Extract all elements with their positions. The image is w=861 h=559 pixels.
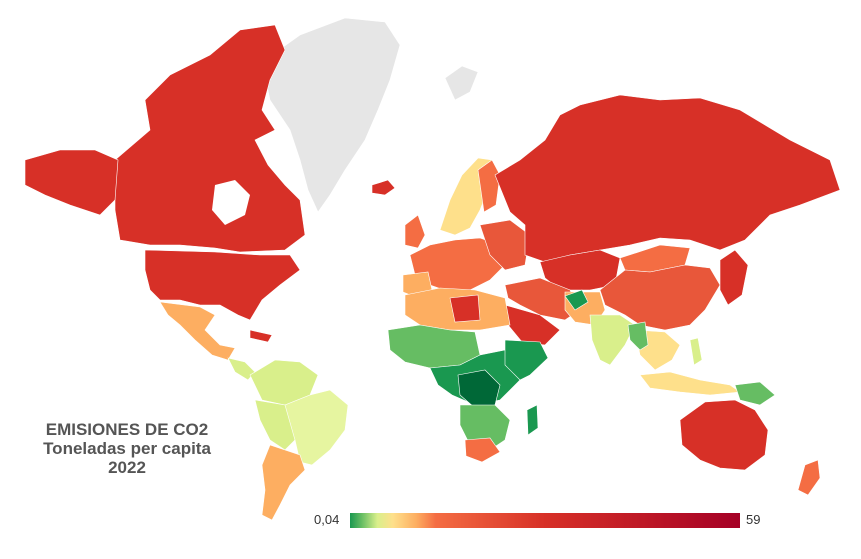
map-title-line-2: Toneladas per capita xyxy=(43,439,211,458)
map-title-line-3: 2022 xyxy=(108,458,146,477)
region-middle-east[interactable] xyxy=(504,277,581,321)
region-west-africa[interactable] xyxy=(387,324,481,369)
region-australia[interactable] xyxy=(679,399,769,471)
region-usa[interactable] xyxy=(144,249,301,321)
region-mexico[interactable] xyxy=(159,301,236,361)
region-caribbean[interactable] xyxy=(249,329,273,343)
legend-color-bar xyxy=(350,513,740,528)
region-new-zealand[interactable] xyxy=(797,459,821,496)
region-japan[interactable] xyxy=(719,249,749,306)
region-uk[interactable] xyxy=(404,214,426,249)
region-south-africa[interactable] xyxy=(464,437,501,463)
region-greenland[interactable] xyxy=(261,17,401,213)
region-libya[interactable] xyxy=(449,294,481,323)
region-alaska[interactable] xyxy=(24,149,119,216)
region-southern-africa[interactable] xyxy=(459,404,511,451)
legend-min-label: 0,04 xyxy=(314,512,340,527)
region-madagascar[interactable] xyxy=(526,404,539,436)
map-title-line-1: EMISIONES DE CO2 xyxy=(45,420,209,439)
region-hudson-bay xyxy=(212,180,250,225)
region-papua[interactable] xyxy=(734,381,776,406)
region-china[interactable] xyxy=(599,264,721,331)
region-finland[interactable] xyxy=(477,159,501,213)
region-arctic-islands[interactable] xyxy=(444,65,479,101)
region-iceland[interactable] xyxy=(371,179,396,196)
region-afghanistan[interactable] xyxy=(564,289,589,311)
region-philippines[interactable] xyxy=(689,337,703,366)
region-south-america-north[interactable] xyxy=(249,359,319,406)
region-east-africa[interactable] xyxy=(504,339,549,381)
region-russia[interactable] xyxy=(494,94,841,263)
legend-max-label: 59 xyxy=(746,512,761,527)
region-southern-cone[interactable] xyxy=(261,444,306,521)
region-india[interactable] xyxy=(589,314,636,366)
map-title: EMISIONES DE CO2 Toneladas per capita 20… xyxy=(18,420,236,477)
region-indonesia[interactable] xyxy=(639,371,741,396)
region-canada[interactable] xyxy=(114,24,306,253)
region-myanmar[interactable] xyxy=(627,321,649,351)
region-eastern-europe[interactable] xyxy=(479,219,531,271)
